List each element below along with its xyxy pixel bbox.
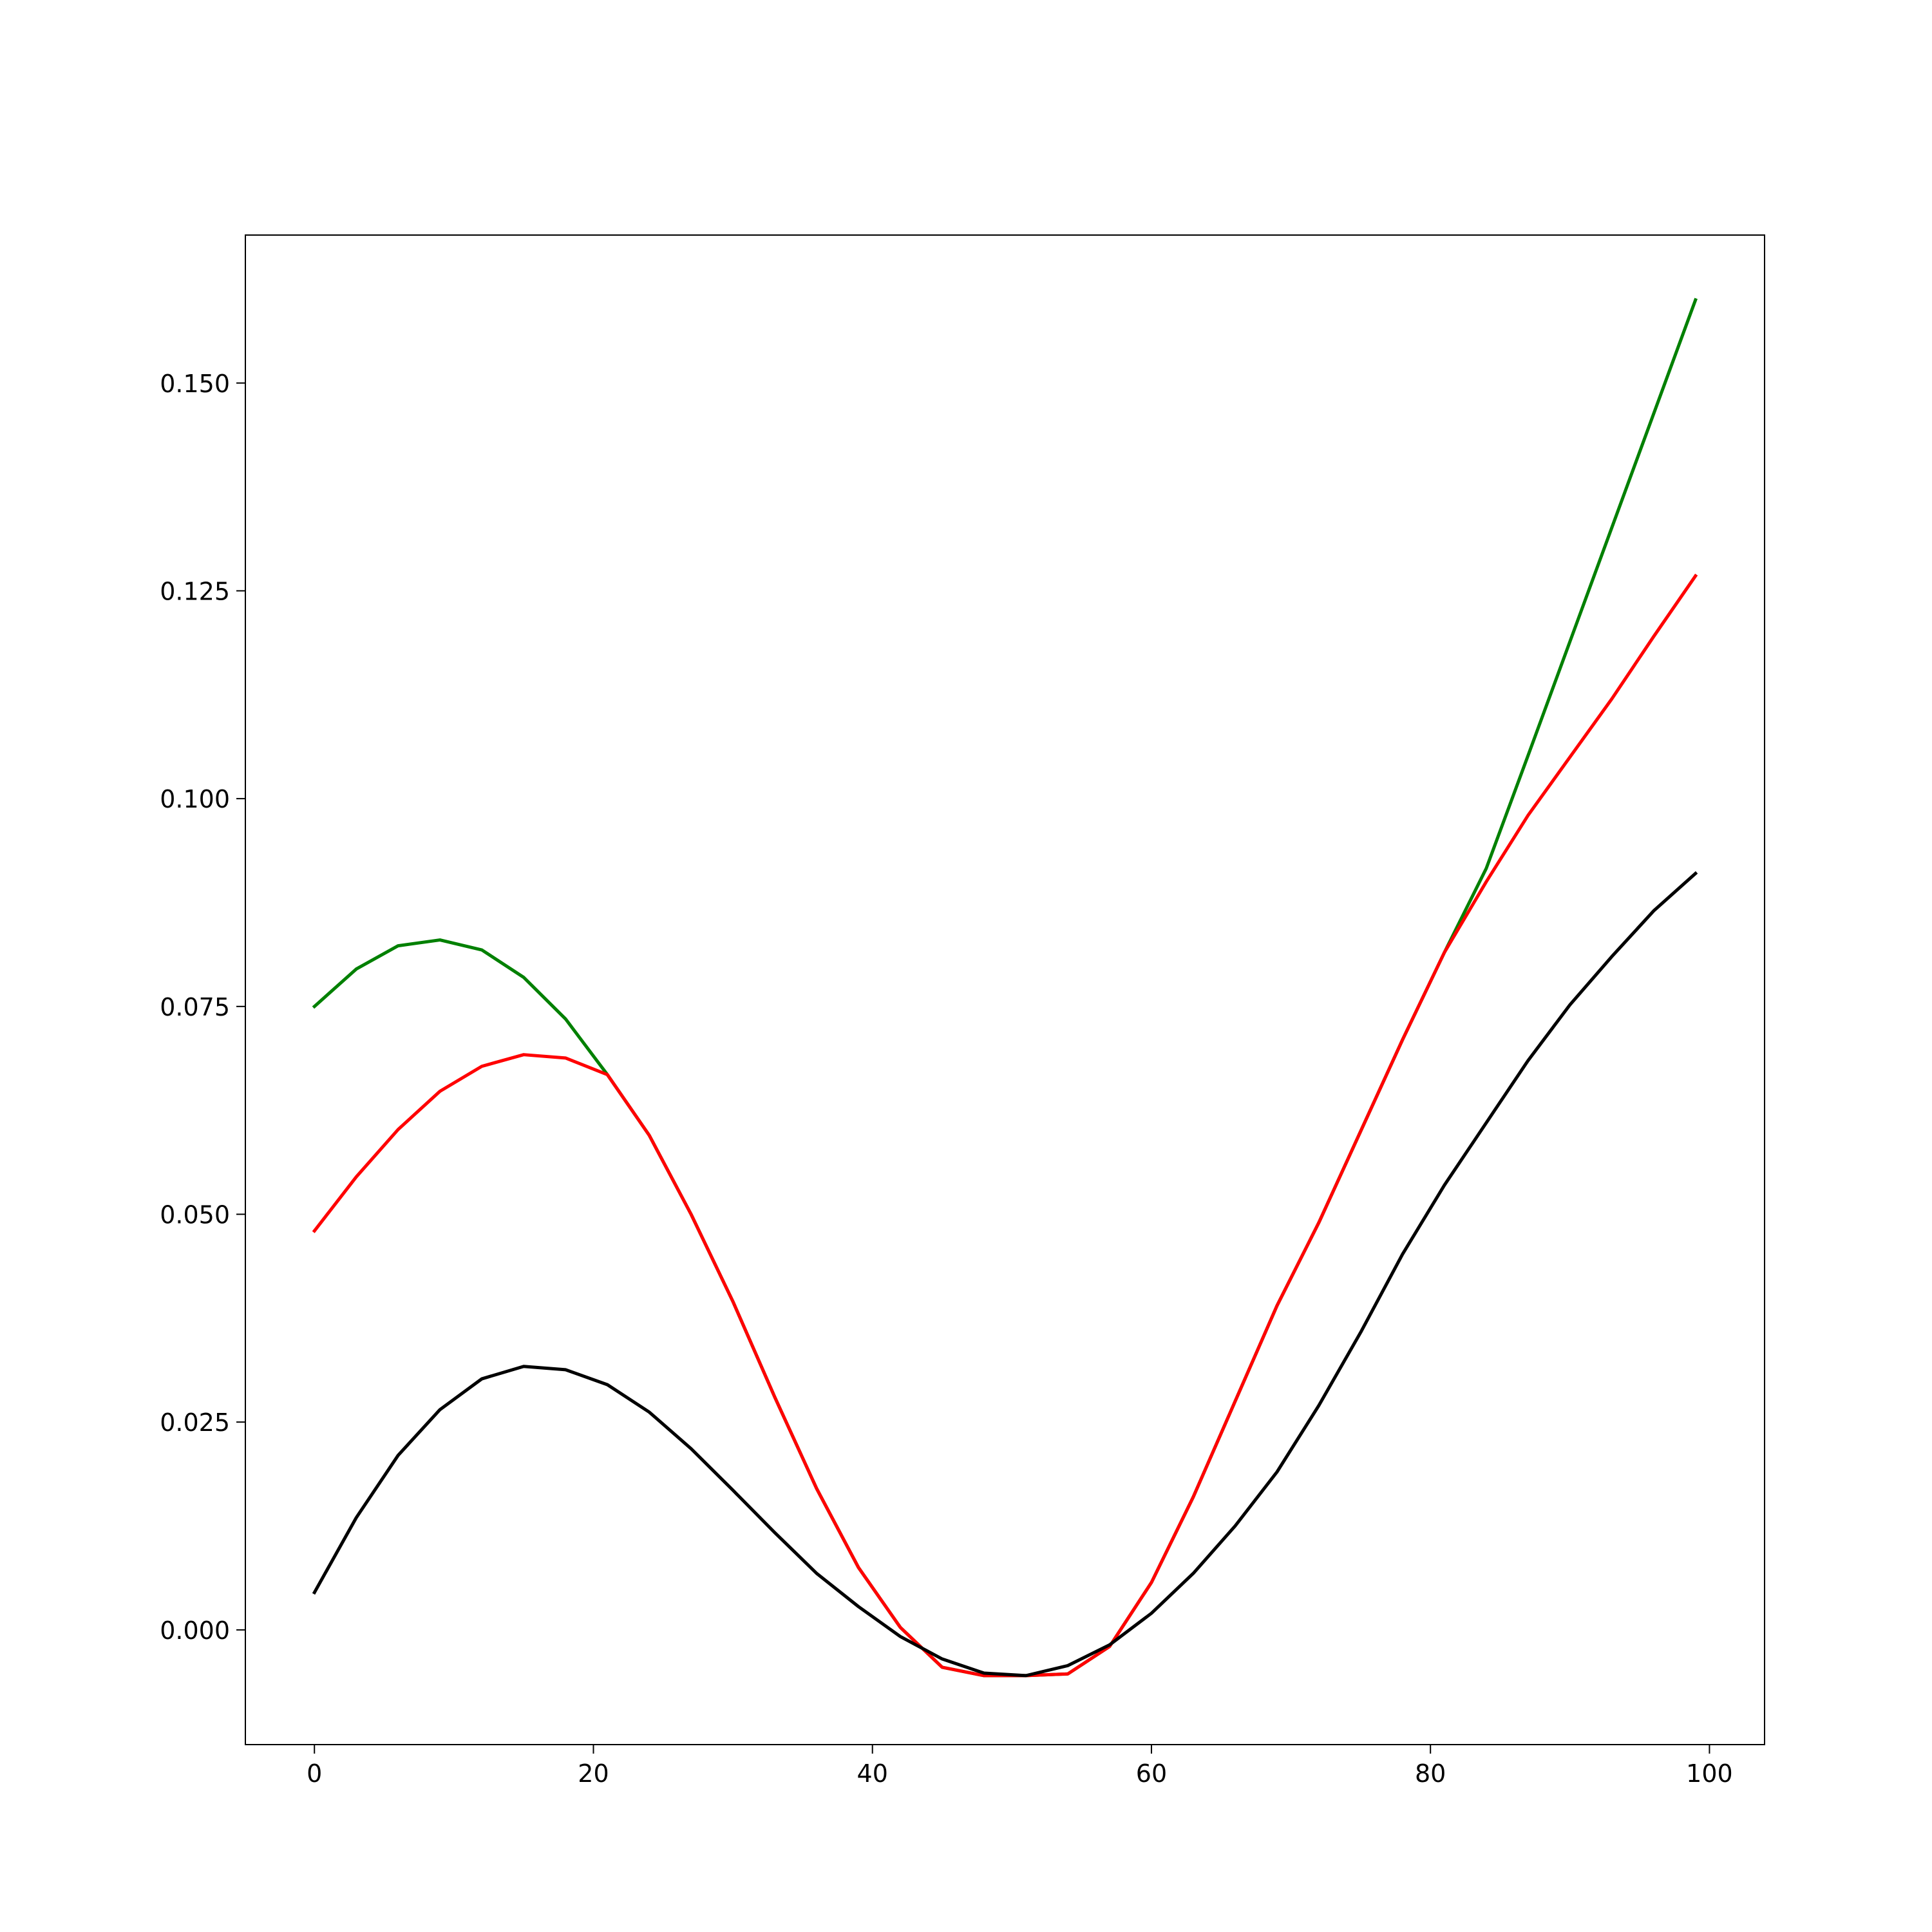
- x-tick-label: 0: [307, 1759, 322, 1788]
- y-tick-label: 0.025: [160, 1408, 230, 1437]
- y-tick-label: 0.075: [160, 993, 230, 1021]
- y-tick-label: 0.125: [160, 577, 230, 605]
- y-tick-label: 0.100: [160, 785, 230, 813]
- x-tick-label: 40: [857, 1759, 888, 1788]
- x-tick-label: 80: [1415, 1759, 1446, 1788]
- y-tick-label: 0.000: [160, 1616, 230, 1645]
- plot-frame: [245, 234, 1765, 1745]
- line-series: [312, 871, 1698, 1678]
- x-tick-label: 20: [578, 1759, 609, 1788]
- x-tick-label: 60: [1136, 1759, 1167, 1788]
- y-tick-label: 0.050: [160, 1201, 230, 1229]
- x-tick-label: 100: [1686, 1759, 1733, 1788]
- y-tick-label: 0.150: [160, 370, 230, 398]
